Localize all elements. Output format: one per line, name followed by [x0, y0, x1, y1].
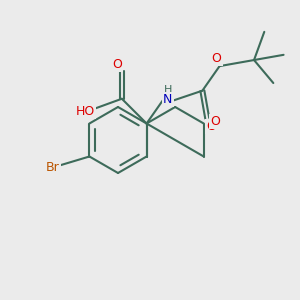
Text: O: O: [206, 120, 216, 133]
Text: HO: HO: [76, 105, 95, 118]
Text: H: H: [164, 85, 172, 95]
Text: Br: Br: [46, 160, 60, 174]
Text: O: O: [112, 58, 122, 71]
Text: N: N: [163, 93, 172, 106]
Text: O: O: [210, 115, 220, 128]
Text: O: O: [212, 52, 221, 64]
